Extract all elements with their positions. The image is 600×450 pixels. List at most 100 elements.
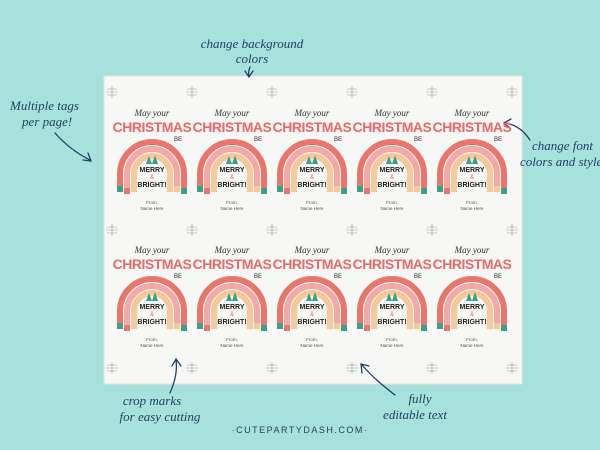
rainbow-arc bbox=[197, 139, 267, 192]
tag-from: From, bbox=[386, 337, 398, 342]
arrow bbox=[169, 357, 182, 394]
tag-name: Name Here bbox=[140, 343, 164, 348]
stripe bbox=[364, 188, 370, 194]
rainbow-arc bbox=[284, 283, 340, 329]
rainbow-arc bbox=[444, 146, 500, 192]
tag-line3: BE bbox=[414, 274, 422, 280]
crop-mark bbox=[506, 86, 518, 98]
tag-line1: May your bbox=[374, 108, 410, 118]
rainbow-arc bbox=[371, 153, 413, 192]
tree bbox=[466, 292, 478, 301]
tag-from: From, bbox=[146, 337, 158, 342]
stripe bbox=[334, 323, 340, 329]
stripe bbox=[254, 323, 260, 329]
stripe bbox=[204, 188, 210, 194]
tag-merry: MERRY bbox=[219, 167, 244, 174]
rainbow-arc bbox=[284, 146, 340, 192]
tag-line1: May your bbox=[214, 108, 250, 118]
arrow bbox=[244, 66, 254, 79]
tag-from: From, bbox=[386, 200, 398, 205]
rainbow-arc bbox=[211, 153, 253, 192]
note-crop-2: for easy cutting bbox=[120, 409, 201, 424]
crop-mark bbox=[266, 86, 278, 98]
tag-line1: May your bbox=[454, 245, 490, 255]
crop-mark bbox=[186, 224, 198, 236]
tag-from: From, bbox=[226, 337, 238, 342]
rainbow-arc bbox=[437, 276, 507, 329]
tag-bright: BRIGHT! bbox=[457, 319, 486, 326]
tag-line3: BE bbox=[254, 137, 262, 143]
tag-amp: & bbox=[390, 175, 394, 181]
stripe bbox=[444, 188, 450, 194]
rainbow-arc bbox=[124, 283, 180, 329]
tag-merry: MERRY bbox=[139, 304, 164, 311]
tag-merry: MERRY bbox=[299, 304, 324, 311]
tag-line2: CHRISTMAS bbox=[273, 256, 352, 272]
tag-from: From, bbox=[146, 200, 158, 205]
stripe bbox=[341, 188, 347, 194]
tag-bright: BRIGHT! bbox=[217, 182, 246, 189]
tag-line2: CHRISTMAS bbox=[273, 119, 352, 135]
note-crop-1: crop marks bbox=[123, 393, 181, 408]
rainbow-arc bbox=[124, 146, 180, 192]
rainbow-arc bbox=[371, 290, 413, 329]
crop-mark bbox=[106, 86, 118, 98]
tree bbox=[306, 292, 318, 301]
rainbow-arc bbox=[291, 153, 333, 192]
rainbow-arc bbox=[131, 290, 173, 329]
crop-mark bbox=[506, 362, 518, 374]
tag-line2: CHRISTMAS bbox=[193, 256, 272, 272]
tag-merry: MERRY bbox=[459, 167, 484, 174]
rainbow-arc bbox=[277, 139, 347, 192]
tag-name: Name Here bbox=[140, 206, 164, 211]
crop-mark bbox=[346, 224, 358, 236]
stripe bbox=[334, 186, 340, 192]
tag-line3: BE bbox=[494, 274, 502, 280]
tag-line1: May your bbox=[294, 245, 330, 255]
tag-from: From, bbox=[306, 337, 318, 342]
tag-bright: BRIGHT! bbox=[297, 182, 326, 189]
tag-line2: CHRISTMAS bbox=[433, 119, 512, 135]
crop-mark bbox=[346, 362, 358, 374]
stripe bbox=[197, 186, 203, 192]
stripe bbox=[357, 323, 363, 329]
stripe bbox=[174, 323, 180, 329]
note-background-1: change background bbox=[201, 36, 304, 51]
tag-line2: CHRISTMAS bbox=[113, 256, 192, 272]
crop-mark bbox=[346, 86, 358, 98]
stripe bbox=[124, 325, 130, 331]
stripe bbox=[357, 186, 363, 192]
tag-merry: MERRY bbox=[299, 167, 324, 174]
tag-merry: MERRY bbox=[379, 167, 404, 174]
tag-bright: BRIGHT! bbox=[137, 182, 166, 189]
stripe bbox=[117, 323, 123, 329]
tag-line1: May your bbox=[454, 108, 490, 118]
tag-bright: BRIGHT! bbox=[297, 319, 326, 326]
rainbow-arc bbox=[211, 290, 253, 329]
tag-line1: May your bbox=[374, 245, 410, 255]
rainbow-arc bbox=[197, 276, 267, 329]
crop-mark bbox=[506, 224, 518, 236]
rainbow-arc bbox=[117, 276, 187, 329]
tag-line2: CHRISTMAS bbox=[353, 119, 432, 135]
tag-amp: & bbox=[470, 312, 474, 318]
tag-name: Name Here bbox=[460, 206, 484, 211]
crop-mark bbox=[426, 362, 438, 374]
rainbow-arc bbox=[204, 146, 260, 192]
stripe bbox=[277, 323, 283, 329]
tag-from: From, bbox=[306, 200, 318, 205]
tag-amp: & bbox=[310, 312, 314, 318]
note-font-1: change font bbox=[532, 138, 593, 153]
stripe bbox=[261, 325, 267, 331]
note-editable-1: fully bbox=[408, 391, 431, 406]
note-background-2: colors bbox=[236, 51, 269, 66]
tag-line3: BE bbox=[494, 137, 502, 143]
tag-line3: BE bbox=[174, 274, 182, 280]
stripe bbox=[437, 186, 443, 192]
crop-mark bbox=[106, 224, 118, 236]
sheet bbox=[103, 75, 523, 385]
tag-amp: & bbox=[470, 175, 474, 181]
